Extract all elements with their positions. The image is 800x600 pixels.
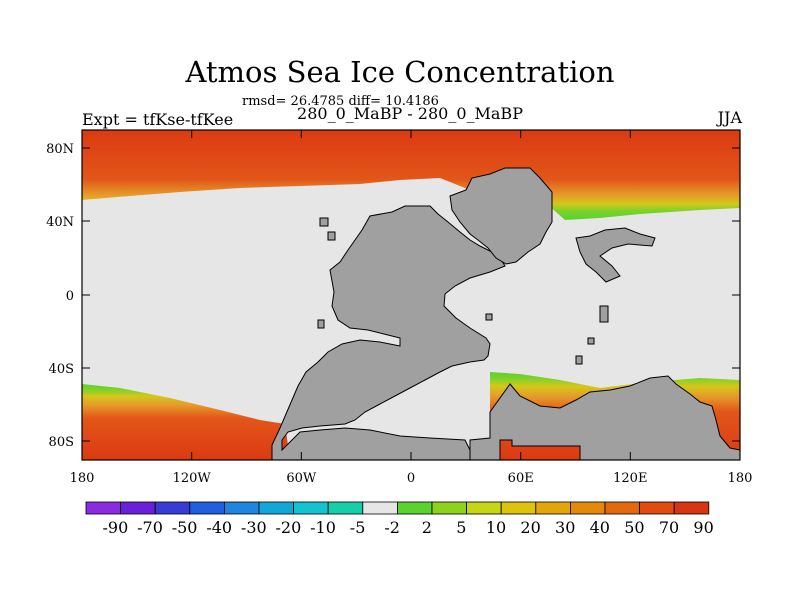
landmass-antarctic bbox=[469, 375, 740, 460]
colorbar-label: -2 bbox=[384, 518, 400, 537]
lon-label: 0 bbox=[407, 471, 415, 486]
map-area bbox=[82, 130, 740, 460]
colorbar-label: -20 bbox=[276, 518, 302, 537]
island bbox=[327, 231, 336, 241]
island bbox=[319, 217, 329, 227]
colorbar-label: -10 bbox=[310, 518, 336, 537]
lat-ticks bbox=[82, 147, 740, 442]
landmass-asia-south bbox=[575, 227, 656, 283]
colorbar-box bbox=[535, 501, 571, 515]
south-ice-band-west bbox=[82, 384, 290, 460]
colorbar-box bbox=[154, 501, 191, 515]
colorbar-box bbox=[466, 501, 502, 515]
north-ice-band bbox=[82, 130, 740, 220]
island bbox=[599, 305, 609, 323]
colorbar-box bbox=[258, 501, 294, 515]
lon-label: 180 bbox=[728, 471, 753, 486]
colorbar-box bbox=[120, 501, 156, 515]
colorbar-label: -5 bbox=[350, 518, 366, 537]
colorbar-label: 20 bbox=[520, 518, 540, 537]
lon-label: 120E bbox=[613, 471, 647, 486]
colorbar-label: 50 bbox=[624, 518, 644, 537]
colorbar-box bbox=[604, 501, 640, 515]
colorbar-box bbox=[223, 501, 260, 515]
island bbox=[587, 337, 595, 345]
lat-label: 80N bbox=[46, 142, 74, 157]
landmass-americas bbox=[271, 205, 506, 460]
colorbar-box bbox=[639, 501, 675, 515]
colorbar-label: -50 bbox=[172, 518, 198, 537]
colorbar-label: 30 bbox=[555, 518, 575, 537]
colorbar-label: -70 bbox=[137, 518, 163, 537]
colorbar-label: 2 bbox=[422, 518, 432, 537]
lon-label: 120W bbox=[173, 471, 212, 486]
chart-title: Atmos Sea Ice Concentration bbox=[185, 55, 615, 89]
stats-label: rmsd= 26.4785 diff= 10.4186 bbox=[242, 94, 439, 109]
lat-label: 40S bbox=[49, 362, 74, 377]
colorbar-label: 5 bbox=[456, 518, 466, 537]
lat-label: 80S bbox=[49, 435, 74, 450]
colorbar-label: 90 bbox=[693, 518, 713, 537]
lat-label: 40N bbox=[46, 215, 74, 230]
colorbar-box bbox=[85, 501, 121, 515]
colorbar-labels: -90 -70 -50 -40 -30 -20 -10 -5 -2 2 5 10 20 30 40 50 70 9… bbox=[103, 518, 714, 537]
island bbox=[575, 355, 583, 365]
lon-label: 60W bbox=[286, 471, 317, 486]
lon-label: 60E bbox=[508, 471, 534, 486]
colorbar-box bbox=[570, 501, 606, 515]
island bbox=[485, 313, 493, 321]
colorbar-label: 10 bbox=[486, 518, 506, 537]
colorbar-label: -40 bbox=[206, 518, 232, 537]
colorbar-box bbox=[500, 501, 537, 515]
island bbox=[317, 319, 325, 329]
colorbar-box bbox=[673, 501, 710, 515]
lat-label: 0 bbox=[66, 289, 74, 304]
lon-ticks bbox=[81, 130, 741, 460]
season-label: JJA bbox=[717, 108, 742, 127]
lon-label: 180 bbox=[70, 471, 95, 486]
experiment-label: Expt = tfKse-tfKee bbox=[82, 110, 234, 129]
colorbar bbox=[85, 501, 710, 515]
subtitle: 280_0_MaBP - 280_0_MaBP bbox=[297, 104, 523, 123]
colorbar-box bbox=[396, 501, 433, 515]
colorbar-box bbox=[362, 501, 398, 515]
colorbar-box bbox=[327, 501, 364, 515]
colorbar-label: 70 bbox=[659, 518, 679, 537]
colorbar-label: -90 bbox=[103, 518, 129, 537]
colorbar-label: -30 bbox=[241, 518, 267, 537]
colorbar-box bbox=[189, 501, 225, 515]
landmass-eurasia bbox=[449, 167, 553, 265]
colorbar-label: 40 bbox=[590, 518, 610, 537]
colorbar-box bbox=[431, 501, 467, 515]
colorbar-box bbox=[293, 501, 329, 515]
